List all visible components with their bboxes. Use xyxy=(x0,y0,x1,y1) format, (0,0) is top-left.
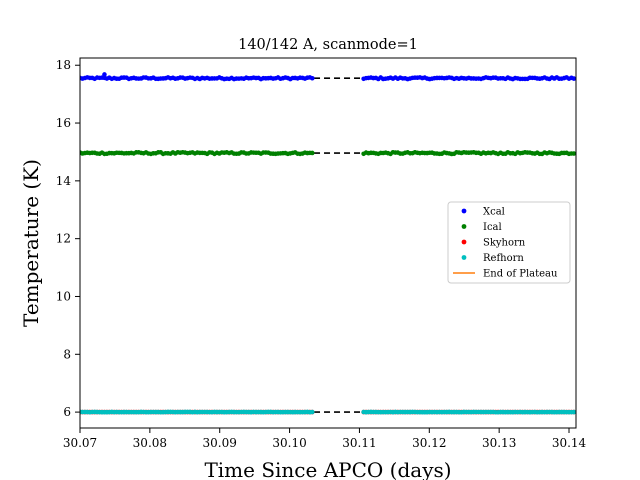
x-axis-label: Time Since APCO (days) xyxy=(204,458,451,480)
x-tick-label: 30.09 xyxy=(203,436,237,450)
data-point xyxy=(309,75,315,81)
y-tick-label: 6 xyxy=(63,405,71,419)
y-tick-label: 10 xyxy=(56,289,71,303)
legend-marker xyxy=(461,239,467,245)
legend-marker xyxy=(461,208,467,214)
legend: Xcal Ical Skyhorn Refhorn End of Plateau xyxy=(447,201,571,284)
x-tick-label: 30.07 xyxy=(63,436,97,450)
x-tick-label: 30.12 xyxy=(412,436,446,450)
data-point xyxy=(571,151,576,156)
data-point xyxy=(309,150,315,156)
y-tick-label: 18 xyxy=(56,58,71,72)
y-tick-label: 14 xyxy=(56,174,72,188)
y-axis: 6 8 10 12 14 16 18 xyxy=(56,58,80,419)
legend-label: Ical xyxy=(483,222,502,233)
y-axis-label: Temperature (K) xyxy=(19,159,43,327)
legend-label: Xcal xyxy=(483,207,505,218)
legend-label: Refhorn xyxy=(483,253,524,264)
x-tick-label: 30.13 xyxy=(482,436,516,450)
chart-marks xyxy=(80,72,576,415)
chart-title: 140/142 A, scanmode=1 xyxy=(238,37,418,53)
legend-label: End of Plateau xyxy=(483,269,558,280)
y-tick-label: 8 xyxy=(63,347,71,361)
data-point xyxy=(309,409,315,415)
y-tick-label: 12 xyxy=(56,232,71,246)
x-tick-label: 30.14 xyxy=(552,436,587,450)
series-layer xyxy=(80,72,576,415)
x-tick-label: 30.11 xyxy=(342,436,376,450)
y-tick-label: 16 xyxy=(56,116,71,130)
data-point xyxy=(571,409,576,415)
plot-frame xyxy=(79,57,577,429)
x-axis: 30.07 30.08 30.09 30.10 30.11 30.12 30.13 30.14 xyxy=(63,428,587,450)
series-refhorn xyxy=(80,409,576,415)
x-tick-label: 30.10 xyxy=(272,436,306,450)
x-tick-label: 30.08 xyxy=(133,436,167,450)
legend-box xyxy=(447,201,571,284)
series-xcal xyxy=(80,72,576,82)
data-point xyxy=(102,72,107,77)
data-point xyxy=(571,76,576,81)
legend-marker xyxy=(461,224,467,229)
legend-marker xyxy=(461,255,467,260)
series-ical xyxy=(80,149,576,157)
legend-label: Skyhorn xyxy=(483,238,526,249)
